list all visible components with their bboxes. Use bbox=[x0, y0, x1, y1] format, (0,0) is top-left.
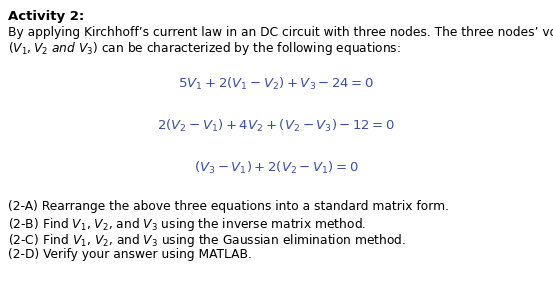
Text: $2(V_2 - V_1) + 4V_2 + (V_2 - V_3) - 12 = 0$: $2(V_2 - V_1) + 4V_2 + (V_2 - V_3) - 12 … bbox=[158, 118, 395, 134]
Text: (2-C) Find $V_1$, $V_2$, and $V_3$ using the Gaussian elimination method.: (2-C) Find $V_1$, $V_2$, and $V_3$ using… bbox=[8, 232, 406, 249]
Text: $(V_1, V_2$ $\mathit{and}$ $V_3)$ can be characterized by the following equation: $(V_1, V_2$ $\mathit{and}$ $V_3)$ can be… bbox=[8, 40, 401, 57]
Text: (2-A) Rearrange the above three equations into a standard matrix form.: (2-A) Rearrange the above three equation… bbox=[8, 200, 449, 213]
Text: Activity 2:: Activity 2: bbox=[8, 10, 84, 23]
Text: (2-D) Verify your answer using MATLAB.: (2-D) Verify your answer using MATLAB. bbox=[8, 248, 252, 261]
Text: (2-B) Find $V_1$, $V_2$, and $V_3$ using the inverse matrix method.: (2-B) Find $V_1$, $V_2$, and $V_3$ using… bbox=[8, 216, 366, 233]
Text: $5V_1 + 2(V_1 - V_2) + V_3 - 24 = 0$: $5V_1 + 2(V_1 - V_2) + V_3 - 24 = 0$ bbox=[179, 76, 374, 92]
Text: $(V_3 - V_1) + 2(V_2 - V_1) = 0$: $(V_3 - V_1) + 2(V_2 - V_1) = 0$ bbox=[194, 160, 359, 176]
Text: By applying Kirchhoff’s current law in an DC circuit with three nodes. The three: By applying Kirchhoff’s current law in a… bbox=[8, 26, 553, 39]
